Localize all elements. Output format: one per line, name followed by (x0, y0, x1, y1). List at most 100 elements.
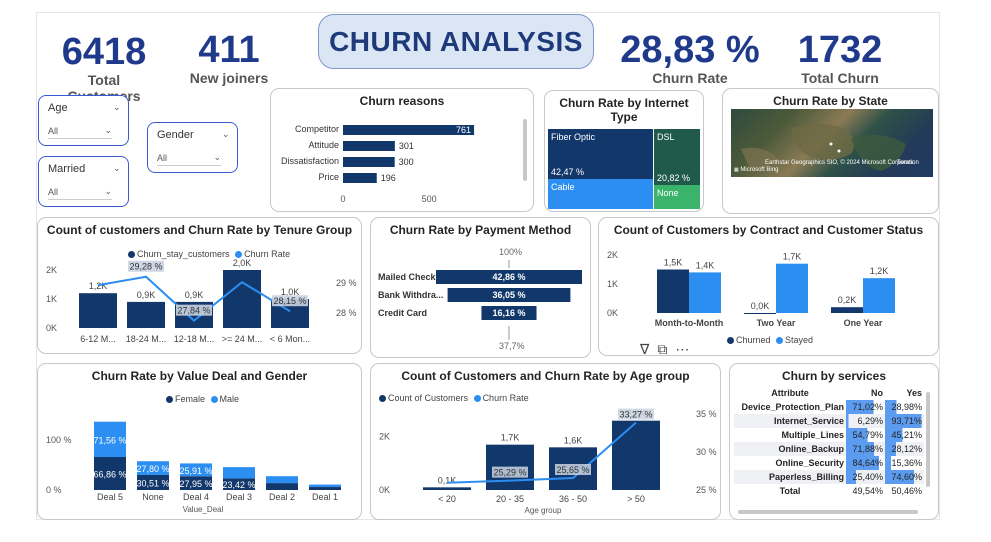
table-row[interactable]: Online_Security 84,64% 15,36% (734, 456, 924, 470)
churn-reasons-chart: Competitor 761 Attitude 301 Dissatisfaction 3… (281, 124, 475, 204)
legend-label: Stayed (785, 335, 814, 345)
chevron-down-icon[interactable]: ⌄ (222, 129, 230, 139)
column-header[interactable]: Yes (906, 388, 922, 398)
age-group-chart: 0K 2K 25 % 30 % 35 % 0,1K < 20 1,7K 20 - 35 1,6K 3… (379, 408, 717, 515)
table-row[interactable]: Internet_Service 6,29% 93,71% (734, 414, 924, 428)
y-tick: 0K (46, 323, 57, 333)
bar (447, 288, 571, 302)
legend-swatch (379, 395, 386, 403)
focus-mode-icon[interactable]: ⧉ (657, 341, 676, 357)
slicer-dropdown[interactable]: All ⌄ (48, 125, 112, 139)
attribute-cell: Paperless_Billing (768, 472, 844, 482)
category-label: Deal 5 (97, 492, 123, 502)
slicer-married[interactable]: Married ⌄ All ⌄ (38, 156, 129, 207)
table-row[interactable]: Multiple_Lines 54,79% 45,21% (734, 428, 924, 442)
more-options-icon[interactable]: ⋯ (675, 341, 698, 357)
yes-cell: 93,71% (885, 414, 924, 428)
legend-label: Churn Rate (244, 249, 291, 259)
tenure-card[interactable]: Count of customers and Churn Rate by Ten… (37, 217, 362, 354)
scrollbar[interactable] (523, 119, 527, 181)
internet-type-card[interactable]: Churn Rate by Internet Type Fiber Optic 4… (544, 90, 704, 212)
value-deal-chart: 0 % 100 % 66,86 % 71,56 % Deal 5 30,51 % 27,80… (46, 421, 341, 514)
bar-female (309, 487, 341, 490)
map-terms-link[interactable]: Terms (897, 160, 914, 166)
kpi-value: 6418 (61, 31, 147, 73)
cell-value: 42,47 % (551, 167, 584, 177)
y2-tick: 29 % (336, 278, 357, 288)
table-row[interactable]: Online_Backup 71,88% 28,12% (734, 442, 924, 456)
data-label: 27,95 % (179, 479, 212, 489)
y-tick: 0K (379, 485, 390, 495)
scrollbar[interactable] (926, 392, 930, 487)
column-header[interactable]: Attribute (771, 388, 809, 398)
yes-cell: 28,12% (885, 442, 924, 456)
bar-male (180, 463, 212, 477)
y-tick: 1K (607, 279, 618, 289)
attribute-cell: Multiple_Lines (781, 430, 844, 440)
kpi-label: Churn Rate (652, 70, 728, 86)
brand-text: Microsoft Bing (740, 167, 779, 173)
kpi-total-churn: 1732 Total Churn (792, 30, 888, 86)
slicer-age[interactable]: Age ⌄ All ⌄ (38, 95, 129, 146)
attribute-cell: Internet_Service (773, 416, 844, 426)
services-matrix[interactable]: Attribute No Yes Device_Protection_Plan 7… (734, 386, 924, 498)
churn-reasons-card[interactable]: Churn reasons Competitor 761 Attitude 301 Di… (270, 88, 534, 212)
legend-swatch (210, 396, 218, 404)
category-label: 6-12 M... (80, 334, 116, 344)
attribute-cell: Online_Backup (778, 444, 844, 454)
data-label: 0,9K (137, 290, 156, 300)
contract-card[interactable]: Count of Customers by Contract and Custo… (598, 217, 939, 356)
category-label: Dissatisfaction (281, 156, 339, 166)
category-label: Deal 2 (269, 492, 295, 502)
value-deal-card[interactable]: Churn Rate by Value Deal and Gender Fema… (37, 363, 362, 520)
slicer-dropdown[interactable]: All ⌄ (157, 152, 221, 166)
category-label: 18-24 M... (126, 334, 167, 344)
state-map-card[interactable]: Churn Rate by State Earthstar Geographic… (722, 88, 939, 214)
treemap-cell (548, 179, 653, 209)
category-label: None (142, 492, 164, 502)
y-tick: 0K (607, 308, 618, 318)
slicer-title: Gender (157, 129, 194, 141)
chevron-down-icon[interactable]: ⌄ (113, 102, 121, 112)
data-label: 1,5K (664, 258, 683, 268)
chevron-down-icon: ⌄ (104, 186, 112, 196)
table-row[interactable]: Device_Protection_Plan 71,02% 28,98% (734, 400, 924, 414)
x-axis-title: Age group (525, 506, 562, 515)
legend-swatch (776, 337, 784, 345)
kpi-new-joiners: 411 New joiners (186, 30, 272, 86)
slicer-dropdown[interactable]: All ⌄ (48, 186, 112, 200)
yes-cell: 74,60% (885, 470, 924, 484)
data-label: 16,16 % (492, 308, 525, 318)
scrollbar-horizontal[interactable] (738, 510, 918, 514)
data-label: 0,2K (838, 295, 857, 305)
data-label: 66,86 % (93, 470, 126, 480)
category-label: Deal 3 (226, 492, 252, 502)
services-card[interactable]: Churn by services Attribute No Yes Devic… (729, 363, 939, 520)
category-label: Month-to-Month (655, 318, 723, 328)
data-label: 1,6K (564, 435, 583, 445)
contract-chart: 0K 1K 2K 1,5K 1,4K Month-to-Month 0,0K 1,7K Two … (607, 250, 895, 328)
page-title: CHURN ANALYSIS (318, 14, 594, 69)
category-label: Price (318, 172, 339, 182)
category-label: >= 24 M... (222, 334, 263, 344)
no-cell: 84,64% (846, 456, 885, 470)
payment-chart: Mailed Check 42,86 % Bank Withdra... 36,05 … (378, 260, 582, 340)
legend-label: Count of Customers (388, 393, 469, 403)
no-cell: 71,88% (846, 442, 885, 456)
table-row[interactable]: Paperless_Billing 25,40% 74,60% (734, 470, 924, 484)
bar-female (94, 457, 126, 490)
funnel-bottom-label: 37,7% (499, 341, 525, 351)
bar-female (137, 474, 169, 490)
age-group-card[interactable]: Count of Customers and Churn Rate by Age… (370, 363, 721, 520)
slicer-gender[interactable]: Gender ⌄ All ⌄ (147, 122, 238, 173)
page-title-text: CHURN ANALYSIS (329, 25, 583, 57)
data-label: 196 (381, 173, 396, 183)
bar-female (223, 478, 255, 490)
bar-female (266, 483, 298, 490)
column-header[interactable]: No (871, 388, 883, 398)
chevron-down-icon[interactable]: ⌄ (113, 163, 121, 173)
map-view[interactable]: Earthstar Geographics SIO, © 2024 Micros… (731, 109, 933, 177)
payment-card[interactable]: Churn Rate by Payment Method Mailed Chec… (370, 217, 591, 358)
filter-icon[interactable]: ∇ (640, 341, 658, 357)
